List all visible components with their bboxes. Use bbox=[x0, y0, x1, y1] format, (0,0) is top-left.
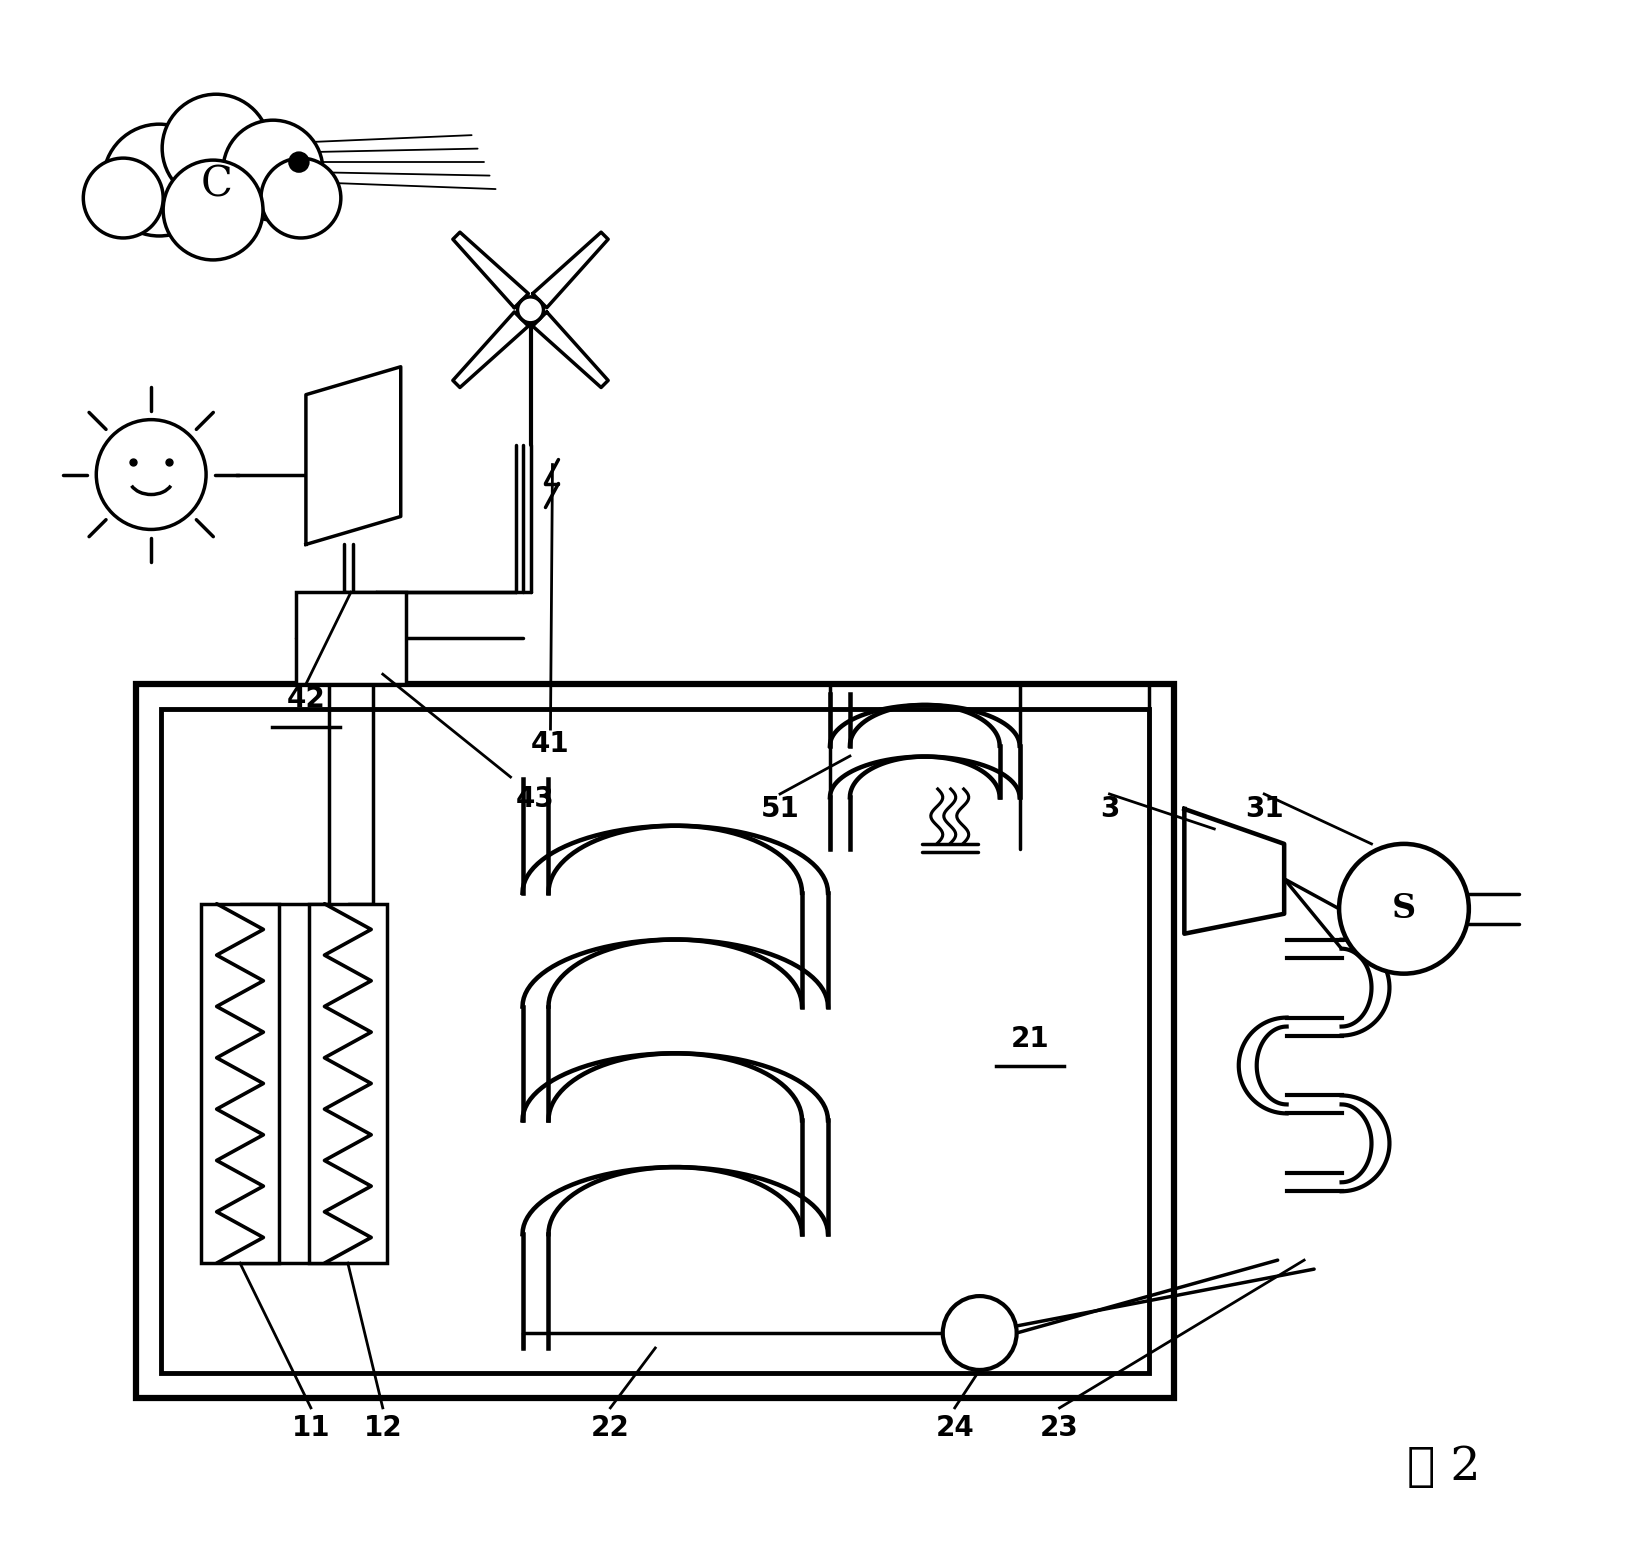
Circle shape bbox=[223, 120, 323, 220]
Polygon shape bbox=[533, 232, 608, 307]
Bar bbox=[296, 592, 406, 684]
Polygon shape bbox=[453, 312, 528, 388]
Text: 21: 21 bbox=[1010, 1024, 1049, 1052]
Circle shape bbox=[96, 419, 207, 530]
Polygon shape bbox=[533, 312, 608, 388]
Circle shape bbox=[163, 161, 262, 260]
Circle shape bbox=[83, 157, 163, 239]
Bar bbox=[161, 709, 1150, 1373]
Text: 43: 43 bbox=[516, 786, 555, 812]
Text: 31: 31 bbox=[1245, 795, 1284, 823]
Text: 51: 51 bbox=[761, 795, 800, 823]
Text: 22: 22 bbox=[591, 1414, 630, 1442]
Text: 24: 24 bbox=[935, 1414, 974, 1442]
Circle shape bbox=[290, 153, 308, 171]
Text: 23: 23 bbox=[1041, 1414, 1078, 1442]
Circle shape bbox=[103, 125, 215, 235]
Text: 11: 11 bbox=[292, 1414, 331, 1442]
Text: S: S bbox=[1391, 892, 1416, 926]
Polygon shape bbox=[306, 366, 401, 544]
Circle shape bbox=[1339, 843, 1469, 974]
Circle shape bbox=[943, 1296, 1016, 1370]
Circle shape bbox=[261, 157, 340, 239]
Text: C: C bbox=[200, 164, 231, 206]
Text: 3: 3 bbox=[1100, 795, 1119, 823]
Circle shape bbox=[518, 296, 544, 323]
Circle shape bbox=[163, 94, 270, 203]
Text: 图 2: 图 2 bbox=[1407, 1445, 1481, 1490]
Polygon shape bbox=[1184, 809, 1284, 934]
Text: 41: 41 bbox=[531, 730, 570, 758]
Text: 42: 42 bbox=[287, 684, 326, 712]
Bar bbox=[200, 904, 279, 1263]
Bar bbox=[310, 904, 386, 1263]
Text: 12: 12 bbox=[363, 1414, 402, 1442]
Polygon shape bbox=[453, 232, 528, 307]
Bar bbox=[137, 684, 1175, 1398]
